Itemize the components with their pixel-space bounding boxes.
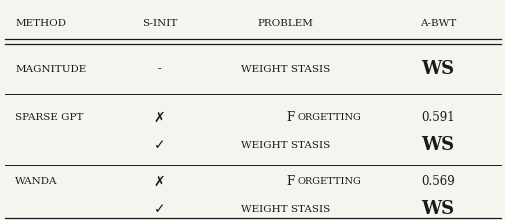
Text: WEIGHT STASIS: WEIGHT STASIS — [241, 205, 330, 213]
Text: ✗: ✗ — [154, 174, 165, 189]
Text: WS: WS — [420, 136, 453, 154]
Text: METHOD: METHOD — [15, 19, 66, 28]
Text: 0.591: 0.591 — [420, 111, 453, 124]
Text: ✓: ✓ — [154, 202, 165, 216]
Text: ORGETTING: ORGETTING — [296, 177, 360, 186]
Text: ORGETTING: ORGETTING — [296, 113, 360, 122]
Text: MAGNITUDE: MAGNITUDE — [15, 65, 86, 74]
Text: PROBLEM: PROBLEM — [258, 19, 313, 28]
Text: F: F — [285, 111, 293, 124]
Text: S-INIT: S-INIT — [141, 19, 177, 28]
Text: WEIGHT STASIS: WEIGHT STASIS — [241, 141, 330, 150]
Text: F: F — [285, 175, 293, 188]
Text: WANDA: WANDA — [15, 177, 58, 186]
Text: ✓: ✓ — [154, 138, 165, 152]
Text: ✗: ✗ — [154, 111, 165, 125]
Text: SPARSE GPT: SPARSE GPT — [15, 113, 83, 122]
Text: WS: WS — [420, 60, 453, 78]
Text: 0.569: 0.569 — [420, 175, 453, 188]
Text: WEIGHT STASIS: WEIGHT STASIS — [241, 65, 330, 74]
Text: A-BWT: A-BWT — [419, 19, 455, 28]
Text: WS: WS — [420, 200, 453, 218]
Text: -: - — [157, 64, 161, 74]
